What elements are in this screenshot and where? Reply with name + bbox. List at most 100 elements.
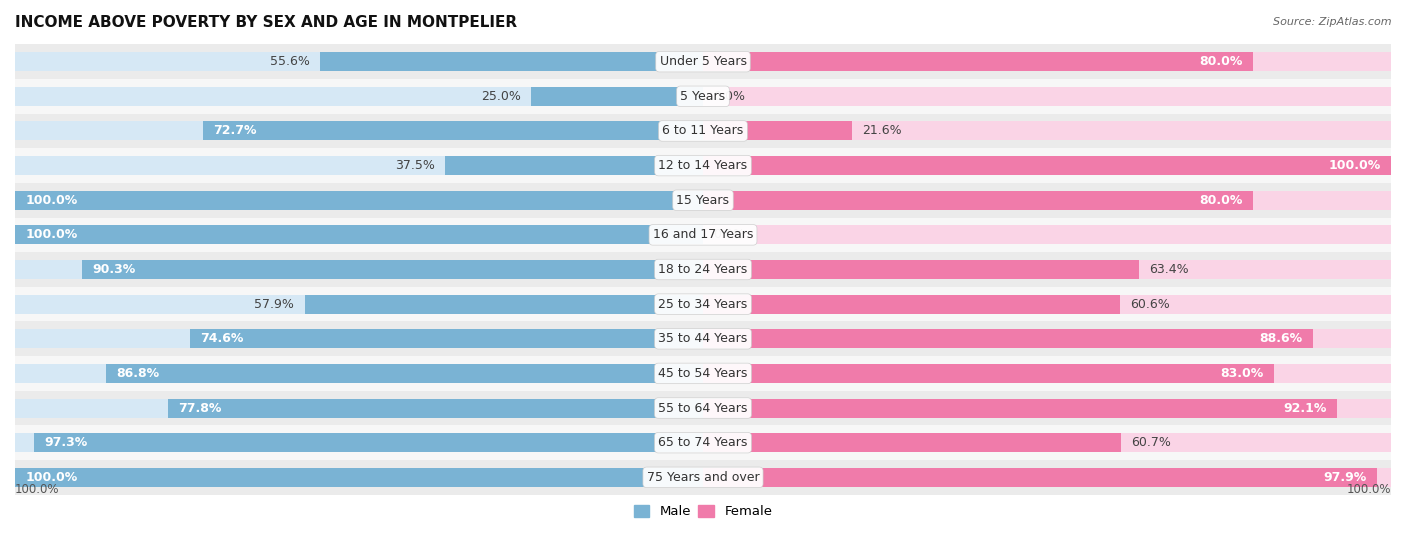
- Text: 100.0%: 100.0%: [25, 471, 77, 484]
- Bar: [15, 148, 1391, 183]
- Bar: [15, 321, 1391, 356]
- Bar: [15, 52, 703, 71]
- Text: 55 to 64 Years: 55 to 64 Years: [658, 401, 748, 415]
- Text: 100.0%: 100.0%: [15, 484, 59, 496]
- Bar: [15, 183, 1391, 217]
- Bar: [105, 364, 703, 383]
- Text: 77.8%: 77.8%: [179, 401, 221, 415]
- Text: 5 Years: 5 Years: [681, 90, 725, 103]
- Text: 97.9%: 97.9%: [1323, 471, 1367, 484]
- Text: 60.6%: 60.6%: [1130, 297, 1170, 311]
- Bar: [34, 433, 703, 452]
- Bar: [15, 433, 703, 452]
- Text: 88.6%: 88.6%: [1260, 332, 1302, 345]
- Text: 57.9%: 57.9%: [254, 297, 294, 311]
- Bar: [167, 399, 703, 418]
- Text: 21.6%: 21.6%: [862, 125, 901, 138]
- Text: 45 to 54 Years: 45 to 54 Years: [658, 367, 748, 380]
- Bar: [15, 191, 703, 210]
- Bar: [703, 329, 1313, 348]
- Text: 37.5%: 37.5%: [395, 159, 434, 172]
- Text: 0.0%: 0.0%: [713, 229, 745, 241]
- Text: 16 and 17 Years: 16 and 17 Years: [652, 229, 754, 241]
- Bar: [15, 391, 1391, 425]
- Bar: [202, 121, 703, 140]
- Bar: [703, 225, 1391, 244]
- Text: 74.6%: 74.6%: [200, 332, 243, 345]
- Text: 90.3%: 90.3%: [91, 263, 135, 276]
- Bar: [321, 52, 703, 71]
- Bar: [305, 295, 703, 314]
- Text: 100.0%: 100.0%: [25, 194, 77, 207]
- Text: 18 to 24 Years: 18 to 24 Years: [658, 263, 748, 276]
- Bar: [15, 225, 703, 244]
- Bar: [531, 87, 703, 106]
- Bar: [446, 156, 703, 175]
- Text: 35 to 44 Years: 35 to 44 Years: [658, 332, 748, 345]
- Bar: [15, 287, 1391, 321]
- Bar: [703, 399, 1337, 418]
- Bar: [703, 295, 1391, 314]
- Text: 80.0%: 80.0%: [1199, 194, 1243, 207]
- Bar: [703, 468, 1376, 487]
- Bar: [703, 364, 1274, 383]
- Bar: [15, 468, 703, 487]
- Text: 63.4%: 63.4%: [1150, 263, 1189, 276]
- Text: 6 to 11 Years: 6 to 11 Years: [662, 125, 744, 138]
- Bar: [703, 121, 1391, 140]
- Bar: [15, 121, 703, 140]
- Text: 25.0%: 25.0%: [481, 90, 520, 103]
- Bar: [15, 156, 703, 175]
- Bar: [15, 399, 703, 418]
- Bar: [15, 79, 1391, 113]
- Text: 100.0%: 100.0%: [1329, 159, 1381, 172]
- Bar: [703, 329, 1391, 348]
- Text: 83.0%: 83.0%: [1220, 367, 1264, 380]
- Text: 100.0%: 100.0%: [1347, 484, 1391, 496]
- Bar: [703, 191, 1253, 210]
- Bar: [15, 87, 703, 106]
- Bar: [15, 191, 703, 210]
- Bar: [15, 225, 703, 244]
- Bar: [703, 52, 1253, 71]
- Bar: [15, 460, 1391, 495]
- Bar: [703, 260, 1139, 279]
- Bar: [703, 156, 1391, 175]
- Bar: [15, 356, 1391, 391]
- Bar: [15, 364, 703, 383]
- Bar: [703, 191, 1391, 210]
- Text: Under 5 Years: Under 5 Years: [659, 55, 747, 68]
- Bar: [703, 399, 1391, 418]
- Text: 60.7%: 60.7%: [1130, 436, 1171, 449]
- Text: 75 Years and over: 75 Years and over: [647, 471, 759, 484]
- Bar: [703, 87, 1391, 106]
- Bar: [15, 113, 1391, 148]
- Bar: [15, 295, 703, 314]
- Text: 100.0%: 100.0%: [25, 229, 77, 241]
- Text: 0.0%: 0.0%: [713, 90, 745, 103]
- Text: 97.3%: 97.3%: [44, 436, 87, 449]
- Legend: Male, Female: Male, Female: [628, 500, 778, 524]
- Bar: [703, 295, 1121, 314]
- Bar: [703, 121, 852, 140]
- Text: 92.1%: 92.1%: [1282, 401, 1326, 415]
- Bar: [15, 329, 703, 348]
- Text: 12 to 14 Years: 12 to 14 Years: [658, 159, 748, 172]
- Bar: [15, 252, 1391, 287]
- Text: 55.6%: 55.6%: [270, 55, 311, 68]
- Text: Source: ZipAtlas.com: Source: ZipAtlas.com: [1274, 17, 1392, 27]
- Bar: [703, 52, 1391, 71]
- Bar: [703, 364, 1391, 383]
- Bar: [82, 260, 703, 279]
- Bar: [15, 468, 703, 487]
- Text: 72.7%: 72.7%: [214, 125, 257, 138]
- Bar: [15, 425, 1391, 460]
- Bar: [703, 260, 1391, 279]
- Bar: [703, 156, 1391, 175]
- Text: INCOME ABOVE POVERTY BY SEX AND AGE IN MONTPELIER: INCOME ABOVE POVERTY BY SEX AND AGE IN M…: [15, 15, 517, 30]
- Text: 86.8%: 86.8%: [117, 367, 159, 380]
- Text: 80.0%: 80.0%: [1199, 55, 1243, 68]
- Text: 65 to 74 Years: 65 to 74 Years: [658, 436, 748, 449]
- Bar: [703, 433, 1391, 452]
- Text: 25 to 34 Years: 25 to 34 Years: [658, 297, 748, 311]
